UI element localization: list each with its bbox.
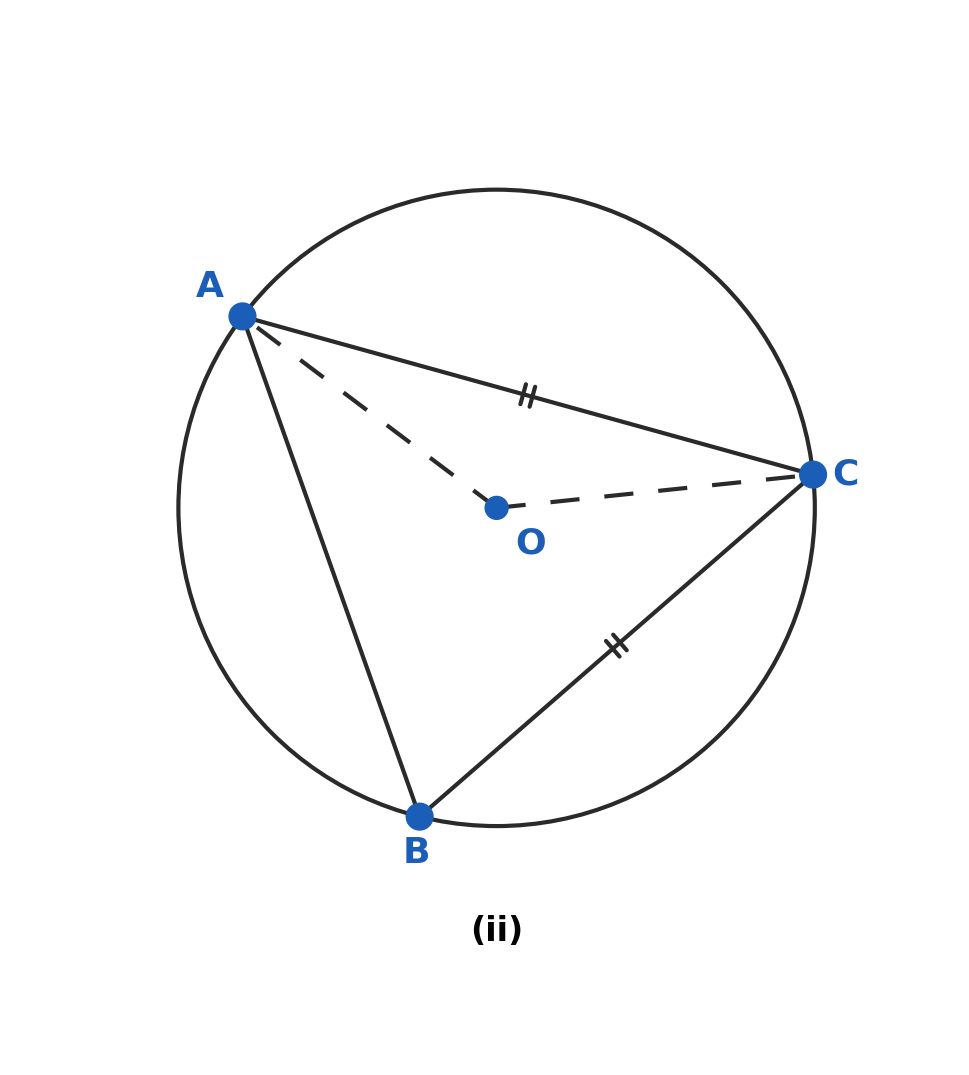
Text: B: B — [403, 835, 430, 870]
Text: (ii): (ii) — [470, 915, 523, 948]
Circle shape — [799, 461, 827, 488]
Text: C: C — [832, 458, 859, 491]
Circle shape — [229, 303, 256, 330]
Circle shape — [485, 497, 508, 519]
Text: A: A — [196, 270, 224, 303]
Text: O: O — [516, 527, 547, 561]
Circle shape — [406, 803, 433, 830]
